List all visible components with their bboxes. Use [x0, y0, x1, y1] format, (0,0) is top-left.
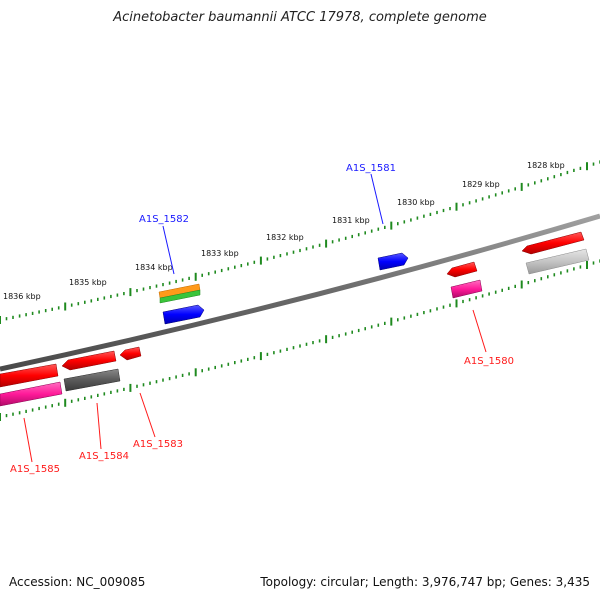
accession-label: Accession: NC_009085	[9, 575, 146, 589]
feature-pseudo-right[interactable]	[525, 248, 590, 275]
feature-rna-A1S_1585[interactable]	[0, 381, 63, 407]
label-A1S_1584[interactable]: A1S_1584	[79, 451, 129, 462]
gene-A1S_1581[interactable]	[377, 252, 409, 271]
ruler-label-1832: 1832 kbp	[266, 233, 304, 242]
label-A1S_1580[interactable]: A1S_1580	[464, 356, 514, 367]
genome-summary: Topology: circular; Length: 3,976,747 bp…	[260, 575, 590, 589]
ruler-label-1836: 1836 kbp	[3, 292, 41, 301]
gene-A1S_1584[interactable]	[61, 350, 117, 371]
gene-A1S_1583[interactable]	[119, 346, 142, 361]
label-leaders	[23, 173, 487, 463]
gene-A1S_1582[interactable]	[162, 304, 205, 325]
ruler-labels: 1828 kbp 1829 kbp 1830 kbp 1831 kbp 1832…	[3, 161, 565, 301]
gene-A1S_1585[interactable]	[0, 363, 59, 388]
label-A1S_1585[interactable]: A1S_1585	[10, 464, 60, 475]
ruler-label-1830: 1830 kbp	[397, 198, 435, 207]
ruler-label-1833: 1833 kbp	[201, 249, 239, 258]
feature-green-bar[interactable]	[159, 289, 201, 304]
ruler-label-1831: 1831 kbp	[332, 216, 370, 225]
map-title: Acinetobacter baumannii ATCC 17978, comp…	[113, 10, 487, 25]
label-A1S_1582[interactable]: A1S_1582	[139, 214, 189, 225]
genome-backbone	[0, 213, 600, 372]
ruler-label-1835: 1835 kbp	[69, 278, 107, 287]
ruler-label-1834: 1834 kbp	[135, 263, 173, 272]
reverse-features	[0, 231, 590, 407]
forward-features	[158, 252, 409, 325]
gene-A1S_1580[interactable]	[446, 261, 478, 278]
inner-tick-ring	[0, 259, 600, 421]
feature-pseudo-A1S_1584[interactable]	[63, 368, 121, 392]
label-A1S_1583[interactable]: A1S_1583	[133, 439, 183, 450]
ruler-label-1829: 1829 kbp	[462, 180, 500, 189]
ruler-label-1828: 1828 kbp	[527, 161, 565, 170]
gene-labels: A1S_1582 A1S_1581 A1S_1580 A1S_1583 A1S_…	[10, 163, 514, 475]
label-A1S_1581[interactable]: A1S_1581	[346, 163, 396, 174]
feature-rna-A1S_1580[interactable]	[450, 279, 483, 299]
gene-reverse-right-top[interactable]	[521, 231, 585, 255]
outer-tick-ring	[0, 160, 600, 324]
